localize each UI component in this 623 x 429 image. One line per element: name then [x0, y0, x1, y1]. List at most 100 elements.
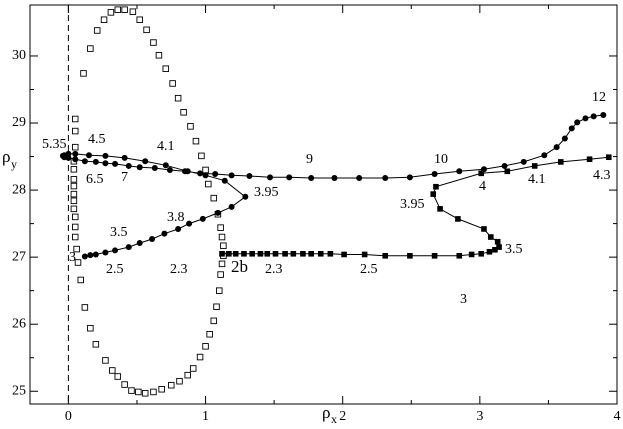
circle-marker [214, 209, 221, 216]
open-square-marker [92, 341, 100, 348]
open-square-marker [114, 6, 122, 13]
open-square-marker [70, 205, 78, 213]
open-square-marker [158, 385, 165, 393]
square-marker [496, 244, 502, 250]
circle-marker [267, 174, 274, 181]
circle-marker [92, 158, 99, 165]
circle-marker [142, 158, 149, 165]
circle-marker [125, 162, 132, 169]
open-square-marker [109, 367, 116, 374]
square-marker [249, 250, 255, 257]
open-square-marker [77, 276, 84, 284]
circle-marker [520, 158, 527, 165]
open-square-marker [93, 27, 101, 34]
open-square-marker [187, 123, 194, 130]
plot-frame [29, 4, 618, 405]
x-axis-label: ρ [322, 403, 330, 422]
circle-marker [161, 230, 168, 237]
square-marker [481, 226, 487, 232]
open-square-marker [202, 343, 209, 350]
square-marker [361, 251, 368, 258]
circle-marker [151, 164, 158, 171]
y-tick-label: 30 [12, 48, 26, 63]
open-square-marker [220, 242, 227, 249]
circle-marker [382, 175, 389, 182]
open-square-marker [87, 45, 94, 52]
open-square-marker [162, 65, 170, 72]
annotation: 2.5 [106, 262, 124, 277]
annotation: 4 [479, 179, 486, 194]
square-marker [478, 170, 485, 177]
y-tick-label: 26 [12, 316, 26, 331]
open-square-marker [121, 6, 128, 13]
square-marker [341, 251, 347, 258]
square-marker [272, 250, 279, 257]
open-square-marker [70, 190, 78, 198]
annotation: 4.3 [593, 168, 611, 183]
circle-marker [221, 177, 228, 184]
annotation: 5.35 [42, 137, 67, 152]
open-square-marker [169, 80, 176, 87]
open-square-marker [218, 260, 226, 268]
series-line [62, 114, 604, 257]
open-square-marker [150, 388, 157, 396]
open-square-marker [107, 9, 115, 16]
open-square-marker [141, 390, 149, 397]
circle-marker [125, 244, 132, 251]
annotation: 3.5 [110, 225, 128, 240]
open-square-marker [72, 213, 79, 221]
open-square-marker [210, 317, 218, 325]
annotation: 3.8 [167, 210, 185, 225]
open-square-marker [72, 143, 79, 151]
circle-marker [308, 175, 315, 182]
circle-marker [102, 160, 109, 167]
open-square-marker [100, 16, 108, 24]
open-square-marker [184, 371, 191, 379]
circle-marker [102, 152, 109, 159]
annotation: 3 [460, 292, 467, 307]
annotation: 3.95 [254, 185, 279, 200]
circle-marker [186, 220, 193, 227]
open-square-marker [174, 94, 182, 102]
annotation: 4.5 [88, 132, 106, 147]
x-axis-label-subscript: x [331, 412, 337, 426]
square-marker [488, 234, 494, 240]
open-square-marker [72, 115, 79, 123]
circle-marker [175, 225, 182, 232]
annotation: 9 [306, 152, 313, 167]
circle-marker [590, 113, 597, 120]
annotation: 2b [231, 257, 248, 276]
square-marker [494, 238, 501, 245]
circle-marker [582, 115, 589, 122]
open-square-marker [74, 259, 82, 266]
annotation: 3.5 [505, 242, 523, 257]
open-square-marker [150, 39, 157, 46]
square-marker [317, 250, 324, 257]
open-square-marker [168, 381, 175, 389]
circle-marker [121, 154, 128, 161]
open-square-marker [210, 194, 218, 202]
circle-marker [501, 162, 508, 169]
open-square-marker [205, 180, 212, 188]
y-tick-label: 25 [12, 383, 26, 398]
circle-marker [197, 170, 204, 177]
y-tick-label: 29 [12, 115, 26, 130]
circle-marker [242, 193, 249, 200]
circle-marker [246, 173, 253, 179]
open-square-marker [72, 127, 79, 135]
square-marker [433, 183, 439, 190]
circle-marker [72, 150, 79, 157]
open-square-marker [70, 197, 78, 205]
open-square-marker [102, 357, 109, 364]
circle-marker [356, 175, 363, 182]
circle-marker [212, 170, 219, 177]
annotation: 7 [121, 170, 128, 185]
open-square-marker [114, 373, 122, 380]
square-marker [430, 191, 437, 197]
square-marker [327, 250, 334, 257]
open-square-marker [143, 26, 150, 34]
circle-marker [331, 175, 338, 182]
square-marker [455, 216, 461, 222]
circle-marker [102, 249, 109, 256]
